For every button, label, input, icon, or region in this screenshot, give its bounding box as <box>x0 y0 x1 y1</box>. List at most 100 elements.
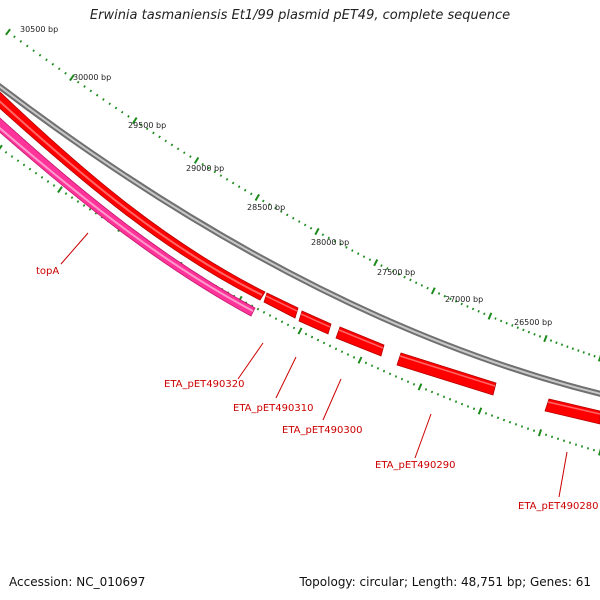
bp-label-29500: 29500 bp <box>128 121 166 130</box>
gene-label-eta-pet490310[interactable]: ETA_pET490310 <box>233 403 313 414</box>
outer-major-tick <box>131 117 138 125</box>
outer-minor-tick <box>533 333 536 336</box>
bp-label-26500: 26500 bp <box>514 318 552 327</box>
gene-partial-right[interactable] <box>544 398 600 425</box>
outer-minor-tick <box>25 44 29 48</box>
outer-minor-tick <box>274 206 277 210</box>
outer-major-tick <box>193 156 200 164</box>
inner-minor-tick <box>346 353 350 356</box>
inner-minor-tick <box>256 307 260 311</box>
inner-minor-tick <box>10 155 14 158</box>
inner-minor-tick <box>352 356 356 359</box>
gene-eta-pet490300[interactable] <box>298 310 332 335</box>
outer-minor-tick <box>571 347 574 350</box>
outer-minor-tick <box>38 53 42 57</box>
outer-minor-tick <box>183 151 186 155</box>
inner-minor-tick <box>334 347 338 351</box>
outer-minor-tick <box>397 272 401 276</box>
outer-major-tick <box>430 287 436 295</box>
inner-minor-tick <box>304 332 308 336</box>
outer-minor-tick <box>471 307 475 311</box>
gene-label-eta-pet490290[interactable]: ETA_pET490290 <box>375 460 455 471</box>
outer-minor-tick <box>145 127 149 131</box>
plasmid-backbone <box>0 83 600 397</box>
inner-minor-tick <box>268 314 272 317</box>
leader-eta-pet490280 <box>558 451 568 498</box>
outer-minor-tick <box>127 115 130 118</box>
inner-minor-tick <box>394 375 398 378</box>
gene-eta-pet490320[interactable] <box>0 91 266 301</box>
inner-major-tick <box>477 407 483 415</box>
gene-topA[interactable] <box>0 117 256 317</box>
outer-minor-tick <box>268 203 271 206</box>
outer-minor-tick <box>380 264 383 267</box>
outer-minor-tick <box>560 343 564 346</box>
inner-minor-tick <box>412 383 416 386</box>
outer-minor-tick <box>391 270 395 273</box>
outer-minor-tick <box>499 319 503 323</box>
inner-major-tick <box>537 429 543 437</box>
gene-eta-pet490290[interactable] <box>335 326 385 357</box>
outer-minor-tick <box>170 143 174 147</box>
inner-minor-tick <box>76 200 80 203</box>
inner-minor-tick <box>22 163 26 167</box>
inner-minor-tick <box>262 310 266 314</box>
outer-minor-tick <box>219 174 223 177</box>
gene-label-eta-pet490300[interactable]: ETA_pET490300 <box>282 425 362 436</box>
outer-minor-tick <box>120 110 124 114</box>
inner-minor-tick <box>550 435 554 439</box>
outer-minor-tick <box>368 258 372 261</box>
inner-minor-tick <box>586 447 590 450</box>
inner-minor-tick <box>544 433 548 437</box>
outer-major-tick <box>314 227 320 236</box>
outer-major-tick <box>487 312 493 320</box>
inner-minor-tick <box>496 416 500 420</box>
outer-minor-tick <box>345 246 348 249</box>
inner-minor-tick <box>34 171 38 175</box>
gene-eta-pet490310[interactable] <box>263 292 299 319</box>
bp-label-27000: 27000 bp <box>445 295 483 304</box>
inner-minor-tick <box>292 326 296 330</box>
inner-minor-tick <box>280 320 284 324</box>
outer-minor-tick <box>588 353 591 356</box>
outer-minor-tick <box>262 199 265 203</box>
outer-minor-tick <box>309 226 313 230</box>
outer-minor-tick <box>114 106 118 110</box>
inner-minor-tick <box>442 395 446 399</box>
inner-minor-tick <box>580 445 584 448</box>
inner-minor-tick <box>286 323 290 327</box>
inner-minor-tick <box>424 388 428 391</box>
outer-major-tick <box>597 354 600 362</box>
bp-label-27500: 27500 bp <box>377 268 415 277</box>
outer-major-tick <box>69 74 75 82</box>
inner-minor-tick <box>562 439 566 443</box>
inner-minor-tick <box>484 412 488 415</box>
outer-minor-tick <box>19 40 23 43</box>
inner-minor-tick <box>460 402 464 406</box>
outer-minor-tick <box>176 147 180 151</box>
outer-minor-tick <box>89 89 93 93</box>
outer-minor-tick <box>420 284 424 287</box>
map-title: Erwinia tasmaniensis Et1/99 plasmid pET4… <box>89 8 511 23</box>
bp-label-28000: 28000 bp <box>311 238 349 247</box>
gene-label-topA[interactable]: topA <box>36 266 59 277</box>
gene-eta-pet490280[interactable] <box>396 352 497 396</box>
gene-label-eta-pet490320[interactable]: ETA_pET490320 <box>164 379 244 390</box>
outer-minor-tick <box>527 330 531 334</box>
outer-minor-tick <box>403 275 406 279</box>
inner-minor-tick <box>328 344 332 348</box>
outer-minor-tick <box>102 98 105 101</box>
leader-eta-pet490310 <box>275 356 297 399</box>
gene-label-eta-pet490280[interactable]: ETA_pET490280 <box>518 501 598 512</box>
leader-eta-pet490290 <box>414 413 432 459</box>
outer-minor-tick <box>362 255 366 258</box>
outer-minor-tick <box>213 170 217 174</box>
outer-minor-tick <box>83 85 86 88</box>
inner-minor-tick <box>448 397 452 401</box>
outer-minor-tick <box>555 341 558 344</box>
outer-minor-tick <box>339 242 342 246</box>
outer-minor-tick <box>201 162 204 166</box>
outer-minor-tick <box>333 239 336 243</box>
inner-minor-tick <box>382 369 386 373</box>
